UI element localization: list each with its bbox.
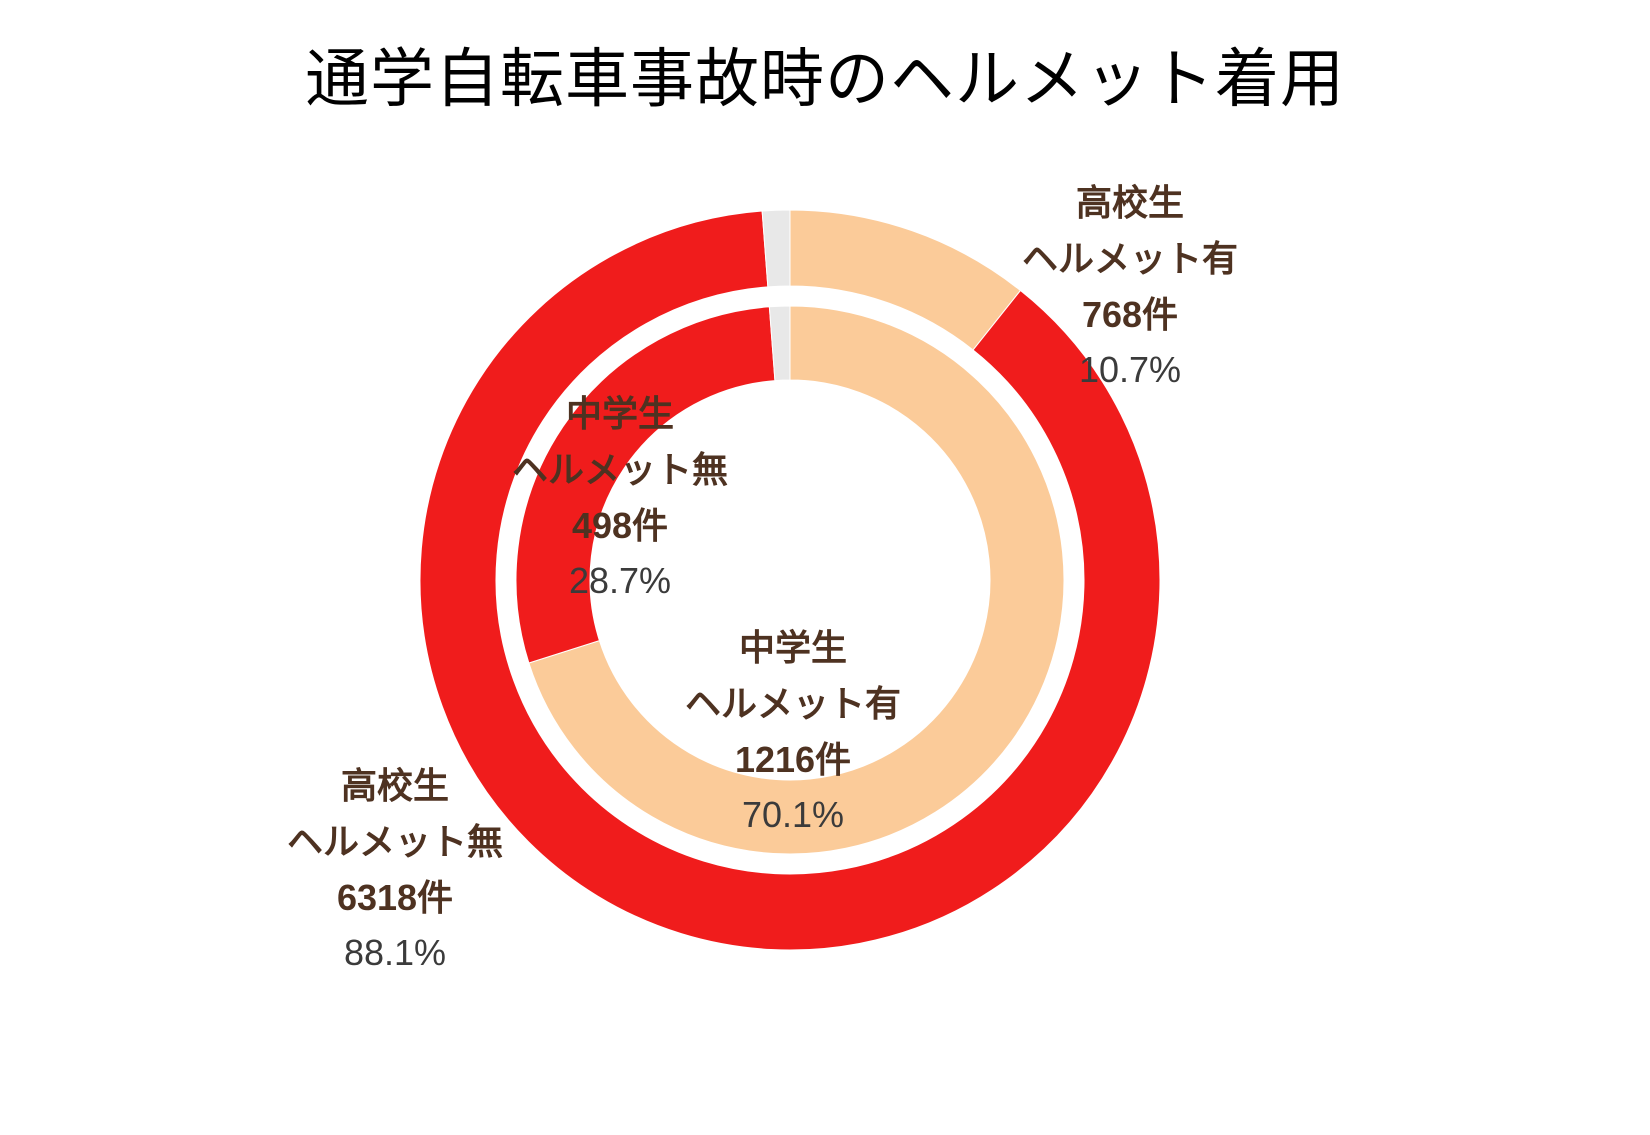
label-count: 768件 xyxy=(1082,294,1178,335)
label-middleschool-with-helmet: 中学生 ヘルメット有 1216件 70.1% xyxy=(653,620,933,843)
label-group: 中学生 xyxy=(566,393,674,434)
label-helmet: ヘルメット有 xyxy=(685,683,901,724)
label-count: 6318件 xyxy=(337,877,453,918)
label-helmet: ヘルメット有 xyxy=(1022,238,1238,279)
label-helmet: ヘルメット無 xyxy=(512,449,728,490)
donut-chart xyxy=(0,0,1650,1135)
label-percent: 70.1% xyxy=(742,794,844,835)
label-group: 高校生 xyxy=(1076,182,1184,223)
label-percent: 88.1% xyxy=(344,932,446,973)
label-group: 中学生 xyxy=(739,627,847,668)
label-highschool-with-helmet: 高校生 ヘルメット有 768件 10.7% xyxy=(990,175,1270,398)
label-count: 498件 xyxy=(572,505,668,546)
label-percent: 28.7% xyxy=(569,560,671,601)
label-middleschool-without-helmet: 中学生 ヘルメット無 498件 28.7% xyxy=(480,386,760,609)
donut-svg xyxy=(0,0,1650,1130)
label-highschool-without-helmet: 高校生 ヘルメット無 6318件 88.1% xyxy=(255,758,535,981)
label-group: 高校生 xyxy=(341,765,449,806)
label-helmet: ヘルメット無 xyxy=(287,821,503,862)
label-count: 1216件 xyxy=(735,739,851,780)
label-percent: 10.7% xyxy=(1079,349,1181,390)
